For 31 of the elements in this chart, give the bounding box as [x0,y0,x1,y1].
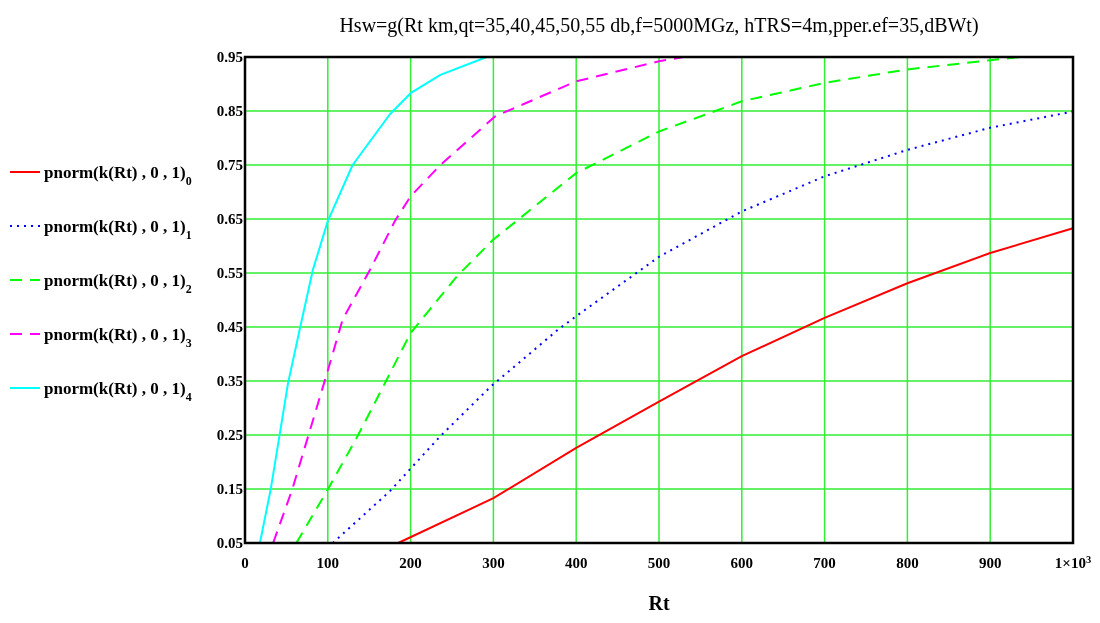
x-tick-label: 400 [564,555,588,571]
x-tick-label: 200 [399,555,422,571]
x-tick-label: 600 [730,555,754,571]
y-tick-label: 0.45 [216,319,243,335]
line-series [331,110,1074,544]
x-tick-label: 300 [482,555,505,571]
x-tick-label: 700 [813,555,836,571]
y-tick-label: 0.55 [216,265,243,281]
x-tick-label: 1×10$^{3}$ [1054,553,1092,571]
chart-title: Hsw=g(Rt km,qt=35,40,45,50,55 db,f=5000MGz, hTRS=4m,pper.ef=35,dBWt) [339,14,979,37]
y-tick-label: 0.35 [216,373,243,389]
legend-label: pnorm(k(Rt) , 0 , 1)$_{4}$ [44,379,192,404]
x-axis-title: Rt [648,592,670,614]
x-tick-label: 100 [316,555,340,571]
x-tick-label: 0 [241,555,249,571]
legend-label: pnorm(k(Rt) , 0 , 1)$_{1}$ [44,217,192,242]
y-tick-label: 0.85 [216,103,243,119]
legend-label: pnorm(k(Rt) , 0 , 1)$_{3}$ [44,325,192,350]
y-tick-label: 0.05 [216,535,243,551]
line-series [258,56,488,544]
x-tick-label: 500 [647,555,671,571]
y-tick-label: 0.65 [216,211,243,227]
y-tick-label: 0.75 [216,157,243,173]
line-series [397,227,1074,544]
y-tick-label: 0.25 [216,427,243,443]
y-tick-label: 0.15 [216,481,243,497]
legend-label: pnorm(k(Rt) , 0 , 1)$_{2}$ [44,271,192,296]
y-tick-label: 0.95 [216,49,243,65]
x-tick-label: 900 [978,555,1002,571]
x-tick-label: 800 [896,555,919,571]
legend-label: pnorm(k(Rt) , 0 , 1)$_{0}$ [44,163,192,188]
